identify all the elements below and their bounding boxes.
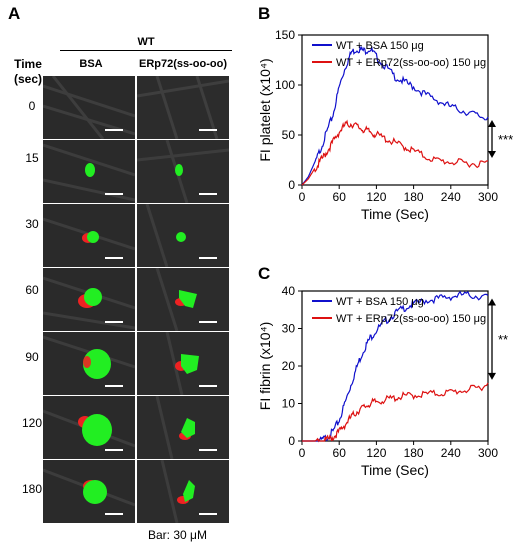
arrow-head-down: [488, 372, 496, 380]
x-axis-label: Time (Sec): [361, 206, 429, 222]
fibrin-chart: 0 60 120 180 240 300 0 10 20 30 40 Time (Sec) FI fib…: [257, 286, 508, 478]
micrograph-erp72-90s: [137, 332, 229, 395]
y-tick-label: 0: [288, 178, 295, 192]
micrograph-erp72-120s: [137, 396, 229, 459]
x-tick-label: 240: [441, 190, 461, 204]
scale-bar: [105, 321, 123, 323]
legend-label: WT + ERp72(ss-oo-oo) 150 μg: [336, 57, 486, 69]
y-tick-label: 40: [282, 286, 296, 298]
series-line-erp72: [302, 382, 489, 443]
arrow-head-up: [488, 298, 496, 306]
group-header-line: [60, 50, 232, 51]
legend-label: WT + ERp72(ss-oo-oo) 150 μg: [336, 313, 486, 325]
time-label-0: 0: [28, 99, 36, 113]
time-label-90: 90: [25, 350, 39, 364]
x-tick-label: 300: [478, 446, 498, 460]
micrograph-bsa-30s: [43, 204, 135, 267]
x-tick-label: 240: [441, 446, 461, 460]
micrograph-erp72-180s: [137, 460, 229, 523]
time-label-15: 15: [25, 151, 39, 165]
y-tick-label: 30: [282, 322, 296, 336]
y-tick-label: 10: [282, 397, 296, 411]
x-tick-label: 120: [366, 190, 386, 204]
micrograph-bsa-0s: [43, 76, 135, 139]
time-title-line1: Time: [14, 57, 42, 71]
series-line-bsa: [301, 45, 489, 186]
column-header-bsa: BSA: [79, 58, 103, 70]
significance-label: ***: [498, 132, 513, 147]
time-label-30: 30: [25, 217, 39, 231]
y-tick-label: 20: [282, 359, 296, 373]
x-tick-label: 180: [404, 446, 424, 460]
micrograph-bsa-120s: [43, 396, 135, 459]
x-tick-label: 300: [478, 190, 498, 204]
y-axis-label: FI platelet (x10⁴): [257, 58, 273, 161]
y-axis-label: FI fibrin (x10⁴): [257, 322, 273, 410]
time-label-180: 180: [21, 482, 43, 496]
y-tick-label: 100: [275, 78, 295, 92]
x-tick-label: 60: [333, 190, 347, 204]
image-grid: [42, 75, 230, 523]
scale-caption: Bar: 30 μM: [148, 528, 207, 542]
micrograph-erp72-0s: [137, 76, 229, 139]
scale-bar: [199, 513, 217, 515]
x-tick-label: 0: [299, 190, 306, 204]
column-header-erp72: ERp72(ss-oo-oo): [139, 58, 227, 70]
time-title-line2: (sec): [13, 72, 42, 86]
group-header-wt: WT: [137, 36, 155, 48]
arrow-head-up: [488, 120, 496, 127]
x-axis-label: Time (Sec): [361, 462, 429, 478]
y-tick-label: 150: [275, 30, 295, 42]
micrograph-bsa-180s: [43, 460, 135, 523]
micrograph-bsa-90s: [43, 332, 135, 395]
micrograph-erp72-15s: [137, 140, 229, 203]
scale-bar: [199, 193, 217, 195]
x-tick-label: 120: [366, 446, 386, 460]
scale-bar: [105, 129, 123, 131]
scale-bar: [105, 513, 123, 515]
legend-label: WT + BSA 150 μg: [336, 296, 424, 308]
panel-b-letter: B: [258, 4, 271, 23]
y-tick-label: 0: [288, 434, 295, 448]
platelet-chart: 0 60 120 180 240 300 0 50 100 150 Time (Sec) FI pla…: [257, 30, 513, 222]
significance-label: **: [498, 332, 508, 347]
time-axis-title: Time (sec): [4, 57, 52, 87]
scale-bar: [105, 385, 123, 387]
x-tick-label: 0: [299, 446, 306, 460]
time-label-120: 120: [21, 416, 43, 430]
time-label-60: 60: [25, 283, 39, 297]
scale-bar: [105, 257, 123, 259]
scale-bar: [199, 257, 217, 259]
micrograph-erp72-30s: [137, 204, 229, 267]
panel-a-letter: A: [8, 4, 21, 23]
x-tick-label: 60: [333, 446, 347, 460]
series-line-erp72: [301, 119, 488, 186]
scale-bar: [199, 129, 217, 131]
y-tick-label: 50: [282, 128, 296, 142]
arrow-head-down: [488, 151, 496, 158]
micrograph-erp72-60s: [137, 268, 229, 331]
panel-c-letter: C: [258, 264, 271, 283]
x-tick-label: 180: [404, 190, 424, 204]
scale-bar: [199, 321, 217, 323]
scale-bar: [199, 449, 217, 451]
scale-bar: [199, 385, 217, 387]
scale-bar: [105, 193, 123, 195]
plot-frame: [301, 34, 489, 186]
legend-label: WT + BSA 150 μg: [336, 40, 424, 52]
scale-bar: [105, 449, 123, 451]
micrograph-bsa-15s: [43, 140, 135, 203]
micrograph-bsa-60s: [43, 268, 135, 331]
